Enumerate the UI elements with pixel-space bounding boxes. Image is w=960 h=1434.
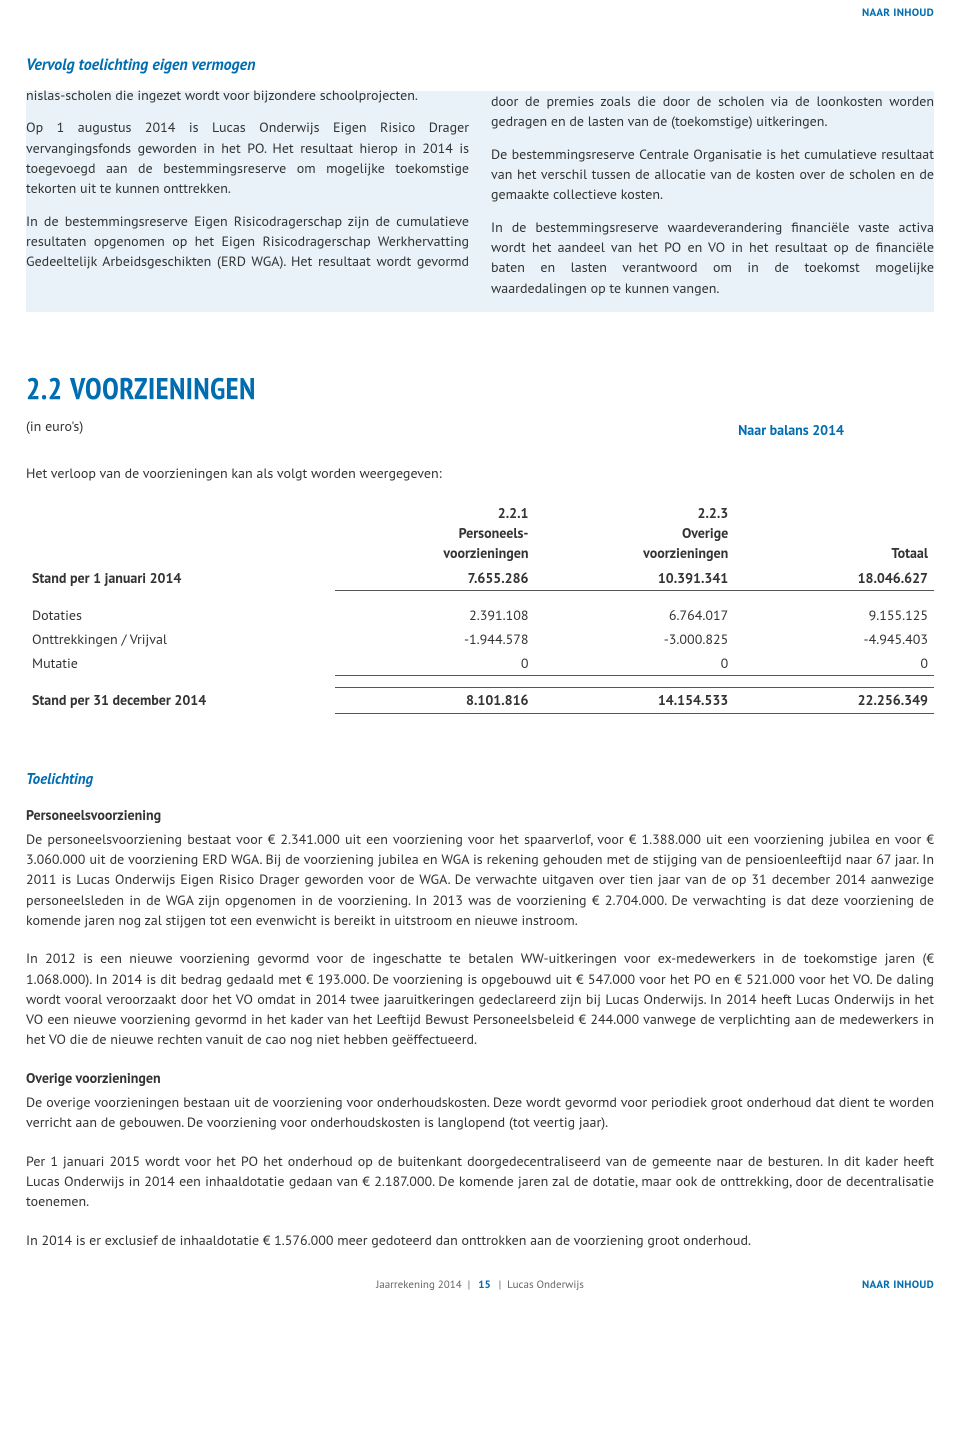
table-row: Mutatie000 (26, 651, 934, 676)
intro-para: Op 1 augustus 2014 is Lucas Onderwijs Ei… (26, 117, 469, 198)
balance-link[interactable]: Naar balans 2014 (738, 420, 844, 440)
table-intro: Het verloop van de voorzieningen kan als… (26, 463, 934, 483)
table-row: Stand per 31 december 20148.101.81614.15… (26, 688, 934, 713)
intro-para: De bestemmingsreserve Centrale Organisat… (491, 144, 934, 205)
section-number: 2.2 (26, 369, 63, 408)
voorzieningen-table: 2.2.1 Personeels- voorzieningen 2.2.3 Ov… (26, 501, 934, 714)
intro-para: nislas-scholen die ingezet wordt voor bi… (26, 85, 469, 105)
toelichting-para: In 2014 is er exclusief de inhaaldotatie… (26, 1230, 934, 1250)
col-header: Totaal (734, 501, 934, 566)
table-row: Onttrekkingen / Vrijval-1.944.578-3.000.… (26, 627, 934, 651)
toelichting-para: In 2012 is een nieuwe voorziening gevorm… (26, 948, 934, 1049)
toelichting-para: De overige voorzieningen bestaan uit de … (26, 1092, 934, 1133)
naar-inhoud-bottom[interactable]: NAAR INHOUD (862, 1278, 934, 1294)
intro-para: In de bestemmingsreserve waardeveranderi… (491, 217, 934, 298)
page-number: 15 (478, 1278, 490, 1292)
toelichting-subhead: Personeelsvoorziening (26, 805, 934, 825)
page-footer: Jaarrekening 2014 | 15 | Lucas Onderwijs… (26, 1278, 934, 1294)
table-row: Stand per 1 januari 20147.655.28610.391.… (26, 566, 934, 591)
intro-box: nislas-scholen die ingezet wordt voor bi… (26, 91, 934, 312)
continuation-heading: Vervolg toelichting eigen vermogen (26, 54, 934, 77)
table-row: Dotaties2.391.1086.764.0179.155.125 (26, 603, 934, 627)
toelichting-para: Per 1 januari 2015 wordt voor het PO het… (26, 1151, 934, 1212)
col-header: 2.2.3 Overige voorzieningen (534, 501, 734, 566)
naar-inhoud-top[interactable]: NAAR INHOUD (26, 6, 934, 54)
footer-left: Jaarrekening 2014 (376, 1278, 462, 1292)
footer-right: Lucas Onderwijs (507, 1278, 584, 1292)
toelichting-subhead: Overige voorzieningen (26, 1068, 934, 1088)
section-heading: 2.2 VOORZIENINGEN (26, 367, 934, 411)
toelichting-para: De personeelsvoorziening bestaat voor € … (26, 829, 934, 930)
toelichting-heading: Toelichting (26, 769, 934, 791)
col-header: 2.2.1 Personeels- voorzieningen (335, 501, 535, 566)
section-title: VOORZIENINGEN (70, 369, 256, 408)
